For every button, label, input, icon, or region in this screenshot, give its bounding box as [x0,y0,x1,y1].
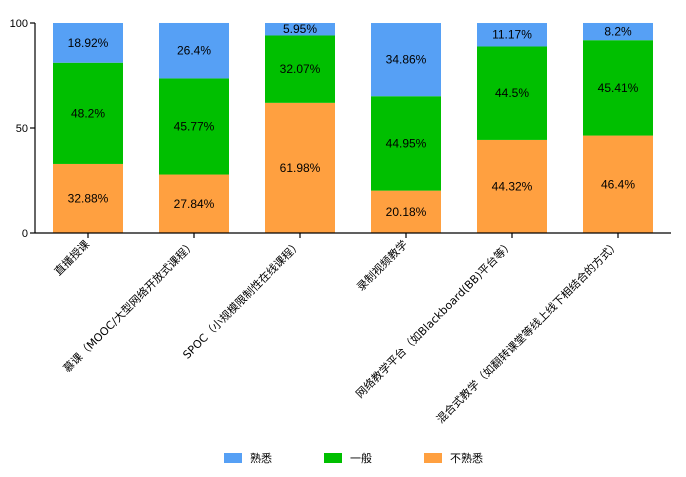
data-label: 61.98% [280,161,321,175]
data-labels-layer: 32.88% 48.2% 18.92% 27.84% 45.77% 26.4% 61.98%… [68,22,639,219]
legend-label: 一般 [350,452,372,465]
data-label: 44.32% [492,179,533,193]
bar-segment [53,163,123,233]
bar-segment [159,22,229,79]
legend-label: 熟悉 [250,451,272,465]
legend-label: 不熟悉 [450,451,483,465]
data-label: 44.95% [386,136,427,150]
x-tick-label: SPOC（小规模限制性在线课程） [180,237,304,361]
data-label: 46.4% [601,177,635,191]
bar-segment [477,139,547,233]
bar-segment [477,46,547,140]
data-label: 20.18% [386,205,427,219]
data-label: 5.95% [283,22,317,36]
data-label: 18.92% [68,36,109,50]
legend-item: 一般 [324,452,372,465]
data-label: 48.2% [71,106,105,120]
data-label: 8.2% [604,25,632,39]
y-tick-label: 50 [16,123,28,135]
bars-layer [53,22,653,233]
bar-segment [159,78,229,175]
data-label: 26.4% [177,44,211,58]
legend: 熟悉 一般 不熟悉 [224,451,483,465]
bar-segment [371,190,441,233]
bar-segment [371,96,441,191]
bar-segment [53,23,123,63]
bar-segment [583,22,653,41]
legend-swatch [224,453,242,463]
y-tick-label: 0 [22,228,28,240]
bar-segment [159,174,229,233]
data-label: 11.17% [492,28,532,42]
legend-swatch [324,453,342,463]
x-tick-label: 混合式教学（如翻转课堂等线上线下相结合的方式） [433,237,622,426]
data-label: 27.84% [174,197,215,211]
y-tick-label: 100 [10,18,28,30]
data-label: 45.77% [174,119,215,133]
bar-segment [583,40,653,136]
data-label: 44.5% [495,86,529,100]
bar-segment [583,135,653,233]
data-label: 34.86% [386,53,427,67]
x-tick-label: 直播授课 [51,237,92,278]
legend-swatch [424,453,442,463]
bar-segment [477,23,547,47]
data-label: 32.07% [280,62,321,76]
data-label: 32.88% [68,191,109,205]
legend-item: 熟悉 [224,451,272,465]
bar-segment [265,35,335,103]
bar-segment [265,23,335,36]
x-tick-label: 录制视频教学 [354,237,411,294]
bar-segment [265,102,335,233]
bar-segment [53,62,123,164]
bar-segment [371,23,441,97]
data-label: 45.41% [598,81,639,95]
legend-item: 不熟悉 [424,451,483,465]
